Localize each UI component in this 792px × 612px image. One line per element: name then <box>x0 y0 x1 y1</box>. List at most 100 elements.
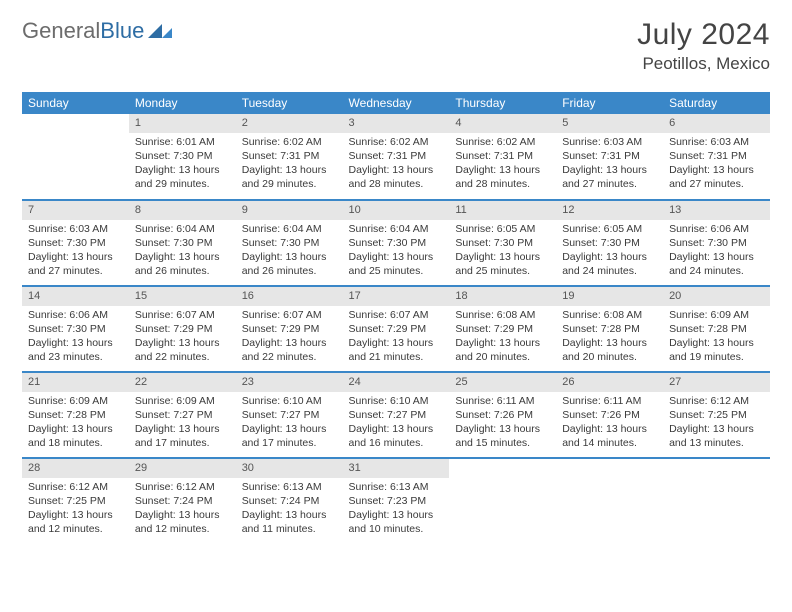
day-body: Sunrise: 6:10 AMSunset: 7:27 PMDaylight:… <box>236 392 343 457</box>
day-cell <box>663 458 770 544</box>
sunrise-text: Sunrise: 6:01 AM <box>135 135 230 149</box>
sunset-text: Sunset: 7:27 PM <box>349 408 444 422</box>
daylight-text: Daylight: 13 hours and 15 minutes. <box>455 422 550 450</box>
day-number: 25 <box>449 373 556 392</box>
sunset-text: Sunset: 7:28 PM <box>28 408 123 422</box>
sunset-text: Sunset: 7:29 PM <box>242 322 337 336</box>
day-cell: 5Sunrise: 6:03 AMSunset: 7:31 PMDaylight… <box>556 114 663 200</box>
day-number: 13 <box>663 201 770 220</box>
sunset-text: Sunset: 7:29 PM <box>349 322 444 336</box>
day-number: 5 <box>556 114 663 133</box>
daylight-text: Daylight: 13 hours and 17 minutes. <box>242 422 337 450</box>
calendar-week-row: 7Sunrise: 6:03 AMSunset: 7:30 PMDaylight… <box>22 200 770 286</box>
sunset-text: Sunset: 7:23 PM <box>349 494 444 508</box>
daylight-text: Daylight: 13 hours and 20 minutes. <box>562 336 657 364</box>
weekday-header-row: SundayMondayTuesdayWednesdayThursdayFrid… <box>22 92 770 114</box>
logo-text-1: General <box>22 18 100 44</box>
calendar-table: SundayMondayTuesdayWednesdayThursdayFrid… <box>22 92 770 544</box>
logo-text-2: Blue <box>100 18 144 44</box>
day-number: 4 <box>449 114 556 133</box>
day-number: 2 <box>236 114 343 133</box>
sunrise-text: Sunrise: 6:09 AM <box>28 394 123 408</box>
day-number: 1 <box>129 114 236 133</box>
day-body: Sunrise: 6:09 AMSunset: 7:27 PMDaylight:… <box>129 392 236 457</box>
day-number: 23 <box>236 373 343 392</box>
daylight-text: Daylight: 13 hours and 20 minutes. <box>455 336 550 364</box>
daylight-text: Daylight: 13 hours and 12 minutes. <box>135 508 230 536</box>
day-body: Sunrise: 6:07 AMSunset: 7:29 PMDaylight:… <box>236 306 343 371</box>
day-body: Sunrise: 6:09 AMSunset: 7:28 PMDaylight:… <box>663 306 770 371</box>
day-number: 7 <box>22 201 129 220</box>
sunrise-text: Sunrise: 6:02 AM <box>455 135 550 149</box>
day-body: Sunrise: 6:08 AMSunset: 7:29 PMDaylight:… <box>449 306 556 371</box>
day-number: 20 <box>663 287 770 306</box>
daylight-text: Daylight: 13 hours and 27 minutes. <box>28 250 123 278</box>
sunset-text: Sunset: 7:29 PM <box>455 322 550 336</box>
logo-icon <box>148 18 176 44</box>
daylight-text: Daylight: 13 hours and 12 minutes. <box>28 508 123 536</box>
day-number: 11 <box>449 201 556 220</box>
day-body: Sunrise: 6:09 AMSunset: 7:28 PMDaylight:… <box>22 392 129 457</box>
daylight-text: Daylight: 13 hours and 14 minutes. <box>562 422 657 450</box>
daylight-text: Daylight: 13 hours and 19 minutes. <box>669 336 764 364</box>
day-cell <box>449 458 556 544</box>
daylight-text: Daylight: 13 hours and 22 minutes. <box>242 336 337 364</box>
sunrise-text: Sunrise: 6:11 AM <box>455 394 550 408</box>
sunrise-text: Sunrise: 6:08 AM <box>455 308 550 322</box>
daylight-text: Daylight: 13 hours and 24 minutes. <box>562 250 657 278</box>
daylight-text: Daylight: 13 hours and 25 minutes. <box>455 250 550 278</box>
day-body: Sunrise: 6:05 AMSunset: 7:30 PMDaylight:… <box>556 220 663 285</box>
day-cell: 27Sunrise: 6:12 AMSunset: 7:25 PMDayligh… <box>663 372 770 458</box>
month-title: July 2024 <box>637 18 770 52</box>
daylight-text: Daylight: 13 hours and 28 minutes. <box>349 163 444 191</box>
day-body: Sunrise: 6:06 AMSunset: 7:30 PMDaylight:… <box>663 220 770 285</box>
daylight-text: Daylight: 13 hours and 29 minutes. <box>242 163 337 191</box>
day-cell: 16Sunrise: 6:07 AMSunset: 7:29 PMDayligh… <box>236 286 343 372</box>
sunset-text: Sunset: 7:27 PM <box>242 408 337 422</box>
sunset-text: Sunset: 7:31 PM <box>669 149 764 163</box>
day-body: Sunrise: 6:03 AMSunset: 7:31 PMDaylight:… <box>556 133 663 198</box>
day-body: Sunrise: 6:02 AMSunset: 7:31 PMDaylight:… <box>449 133 556 198</box>
sunrise-text: Sunrise: 6:05 AM <box>455 222 550 236</box>
sunset-text: Sunset: 7:28 PM <box>562 322 657 336</box>
sunrise-text: Sunrise: 6:03 AM <box>562 135 657 149</box>
day-number: 8 <box>129 201 236 220</box>
day-body: Sunrise: 6:04 AMSunset: 7:30 PMDaylight:… <box>343 220 450 285</box>
sunset-text: Sunset: 7:25 PM <box>28 494 123 508</box>
weekday-header: Monday <box>129 92 236 114</box>
weekday-header: Sunday <box>22 92 129 114</box>
day-body: Sunrise: 6:04 AMSunset: 7:30 PMDaylight:… <box>236 220 343 285</box>
day-body: Sunrise: 6:05 AMSunset: 7:30 PMDaylight:… <box>449 220 556 285</box>
day-cell: 2Sunrise: 6:02 AMSunset: 7:31 PMDaylight… <box>236 114 343 200</box>
calendar-week-row: 21Sunrise: 6:09 AMSunset: 7:28 PMDayligh… <box>22 372 770 458</box>
calendar-week-row: 1Sunrise: 6:01 AMSunset: 7:30 PMDaylight… <box>22 114 770 200</box>
day-cell: 4Sunrise: 6:02 AMSunset: 7:31 PMDaylight… <box>449 114 556 200</box>
sunrise-text: Sunrise: 6:06 AM <box>669 222 764 236</box>
sunrise-text: Sunrise: 6:02 AM <box>242 135 337 149</box>
day-cell: 3Sunrise: 6:02 AMSunset: 7:31 PMDaylight… <box>343 114 450 200</box>
daylight-text: Daylight: 13 hours and 16 minutes. <box>349 422 444 450</box>
sunrise-text: Sunrise: 6:10 AM <box>242 394 337 408</box>
day-cell <box>556 458 663 544</box>
sunrise-text: Sunrise: 6:02 AM <box>349 135 444 149</box>
day-cell: 15Sunrise: 6:07 AMSunset: 7:29 PMDayligh… <box>129 286 236 372</box>
sunrise-text: Sunrise: 6:03 AM <box>669 135 764 149</box>
sunset-text: Sunset: 7:26 PM <box>562 408 657 422</box>
day-number: 28 <box>22 459 129 478</box>
daylight-text: Daylight: 13 hours and 27 minutes. <box>562 163 657 191</box>
day-body: Sunrise: 6:07 AMSunset: 7:29 PMDaylight:… <box>129 306 236 371</box>
sunrise-text: Sunrise: 6:07 AM <box>135 308 230 322</box>
sunset-text: Sunset: 7:30 PM <box>669 236 764 250</box>
sunset-text: Sunset: 7:25 PM <box>669 408 764 422</box>
day-cell: 9Sunrise: 6:04 AMSunset: 7:30 PMDaylight… <box>236 200 343 286</box>
day-number: 18 <box>449 287 556 306</box>
sunset-text: Sunset: 7:26 PM <box>455 408 550 422</box>
sunset-text: Sunset: 7:30 PM <box>28 322 123 336</box>
day-cell: 19Sunrise: 6:08 AMSunset: 7:28 PMDayligh… <box>556 286 663 372</box>
sunrise-text: Sunrise: 6:04 AM <box>349 222 444 236</box>
sunset-text: Sunset: 7:30 PM <box>242 236 337 250</box>
day-number: 9 <box>236 201 343 220</box>
weekday-header: Friday <box>556 92 663 114</box>
day-number: 17 <box>343 287 450 306</box>
sunrise-text: Sunrise: 6:12 AM <box>669 394 764 408</box>
